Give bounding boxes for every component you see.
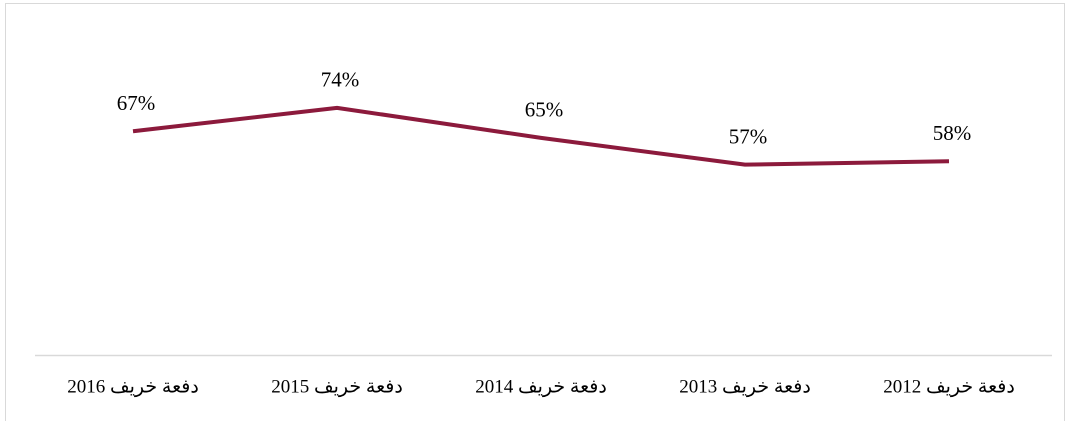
data-label: 67%: [117, 91, 156, 115]
x-tick-label: دفعة خريف 2016: [67, 376, 199, 397]
x-tick-label: دفعة خريف 2014: [475, 376, 607, 397]
x-tick-label: دفعة خريف 2015: [271, 376, 403, 397]
data-label: 74%: [321, 68, 360, 92]
x-tick-label: دفعة خريف 2012: [883, 376, 1015, 397]
data-label: 57%: [729, 124, 768, 148]
chart-frame: [5, 3, 1065, 421]
data-label: 65%: [525, 98, 564, 122]
data-line: [132, 105, 950, 167]
x-tick-label: دفعة خريف 2013: [679, 376, 811, 397]
data-label: 58%: [933, 121, 972, 145]
